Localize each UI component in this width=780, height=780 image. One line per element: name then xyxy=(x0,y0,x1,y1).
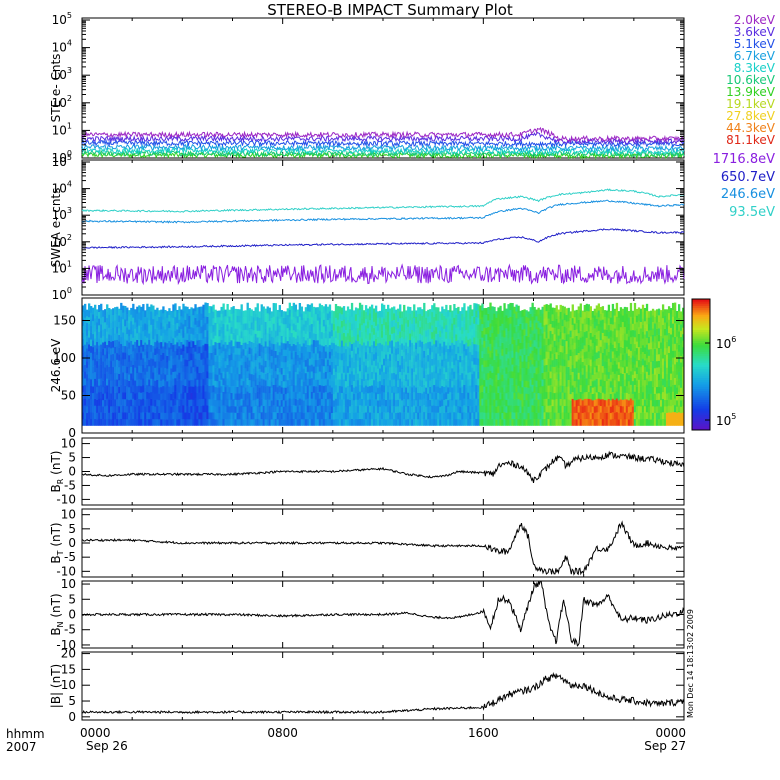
y-tick-label: 104 xyxy=(52,180,72,196)
legend-entry: 1716.8eV xyxy=(712,152,775,167)
legend-entry: 13.9keV xyxy=(726,85,775,99)
y-tick-label: -5 xyxy=(64,550,76,564)
ste-series-line xyxy=(81,131,685,146)
y-tick-label: 20 xyxy=(61,647,76,661)
y-tick-label: 10 xyxy=(61,678,76,692)
y-tick-label: 5 xyxy=(68,522,76,536)
y-axis-label: BT (nT) xyxy=(49,522,65,563)
y-tick-label: 103 xyxy=(52,66,72,82)
x-tick-label: 0000 xyxy=(80,726,111,740)
br-panel-frame xyxy=(81,437,685,506)
y-tick-label: 102 xyxy=(52,94,72,110)
y-tick-label: -10 xyxy=(56,492,76,506)
legend-entry: 44.3keV xyxy=(726,121,775,135)
swea-y-axis-label: SWEA e- cnts xyxy=(49,188,63,268)
legend-entry: 5.1keV xyxy=(733,37,775,51)
legend-entry: 246.6eV xyxy=(720,187,775,202)
legend-entry: 3.6keV xyxy=(733,25,775,39)
y-axis-label: BN (nT) xyxy=(49,593,65,635)
legend-entry: 27.8keV xyxy=(726,109,775,123)
generation-timestamp: Mon Dec 14 18:13:02 2009 xyxy=(686,609,695,718)
bmag-panel-frame xyxy=(81,651,685,721)
y-tick-label: -10 xyxy=(56,638,76,652)
ste-panel-frame xyxy=(81,17,685,159)
x-date-label-start: Sep 26 xyxy=(86,739,128,753)
swea-series-line xyxy=(81,188,685,213)
y-tick-label: 5 xyxy=(68,694,76,708)
y-tick-label: 0 xyxy=(68,536,76,550)
swea-series-line xyxy=(81,263,685,286)
x-date-label-end: Sep 27 xyxy=(644,739,686,753)
y-axis-label: SWEA e- cnts xyxy=(49,188,63,268)
colorbar xyxy=(692,299,710,431)
br-panel-y-label: BR (nT) xyxy=(49,451,65,493)
ste-series-line xyxy=(81,143,685,153)
legend-entry: 81.1keV xyxy=(726,133,775,147)
x-axis-unit-label: hhmm xyxy=(6,727,45,741)
y-tick-label: 5 xyxy=(68,592,76,606)
y-tick-label: 50 xyxy=(61,389,76,403)
y-tick-label: 102 xyxy=(52,233,72,249)
legend-entry: 6.7keV xyxy=(733,49,775,63)
y-tick-label: 101 xyxy=(52,121,72,137)
bmag-panel-y-label: |B| (nT) xyxy=(49,664,63,708)
legend-entry: 8.3keV xyxy=(733,61,775,75)
legend-entry: 2.0keV xyxy=(733,13,775,27)
ste-y-axis-label: STE e- Cnts xyxy=(49,54,63,123)
colorbar-tick-label: 105 xyxy=(716,412,736,428)
y-axis-label: |B| (nT) xyxy=(49,664,63,708)
y-tick-label: 10 xyxy=(61,508,76,522)
y-tick-label: 10 xyxy=(61,437,76,451)
x-tick-label: 1600 xyxy=(468,726,499,740)
y-tick-label: 0 xyxy=(68,608,76,622)
legend-entry: 10.6keV xyxy=(726,73,775,87)
y-tick-label: 0 xyxy=(68,710,76,724)
colorbar-frame xyxy=(691,298,711,431)
y-tick-label: -5 xyxy=(64,623,76,637)
swea-series-line xyxy=(81,228,685,249)
y-tick-label: 10 xyxy=(61,577,76,591)
y-tick-label: -10 xyxy=(56,564,76,578)
bn-panel-y-label: BN (nT) xyxy=(49,593,65,635)
legend-entry: 19.1keV xyxy=(726,97,775,111)
pad-y-axis-label: 246.6 eV xyxy=(49,338,63,393)
y-tick-label: 100 xyxy=(52,286,72,302)
y-tick-label: 0 xyxy=(68,465,76,479)
y-tick-label: 105 xyxy=(52,153,72,169)
y-tick-label: 0 xyxy=(68,426,76,440)
y-tick-label: 104 xyxy=(52,39,72,55)
ste-series-line xyxy=(81,126,685,144)
y-tick-label: 100 xyxy=(53,351,76,365)
legend-entry: 93.5eV xyxy=(729,204,775,220)
bn-panel-line xyxy=(82,581,684,647)
ste-series-line xyxy=(81,146,685,156)
y-tick-label: 100 xyxy=(52,149,72,165)
y-tick-label: 101 xyxy=(52,259,72,275)
swea-series-line xyxy=(81,199,685,224)
y-axis-label: BR (nT) xyxy=(49,451,65,493)
plot-title: STEREO-B IMPACT Summary Plot xyxy=(267,1,513,19)
y-tick-label: 15 xyxy=(61,662,76,676)
br-panel-line xyxy=(82,450,684,484)
bt-panel-line xyxy=(82,520,684,576)
bt-panel-y-label: BT (nT) xyxy=(49,522,65,563)
y-tick-label: 105 xyxy=(52,11,72,27)
x-tick-label: 0800 xyxy=(267,726,298,740)
x-axis-year-label: 2007 xyxy=(6,740,37,754)
y-tick-label: -5 xyxy=(64,478,76,492)
pitch-angle-heatmap xyxy=(82,302,685,426)
y-tick-label: 5 xyxy=(68,451,76,465)
y-axis-label: STE e- Cnts xyxy=(49,54,63,123)
y-axis-label: 246.6 eV xyxy=(49,338,63,393)
y-tick-label: 150 xyxy=(53,314,76,328)
colorbar-tick-label: 106 xyxy=(716,335,736,351)
x-tick-label: 0000 xyxy=(655,726,686,740)
y-tick-label: 103 xyxy=(52,206,72,222)
bmag-panel-line xyxy=(82,671,684,715)
legend-entry: 650.7eV xyxy=(720,169,775,185)
ste-series-line xyxy=(81,139,685,149)
